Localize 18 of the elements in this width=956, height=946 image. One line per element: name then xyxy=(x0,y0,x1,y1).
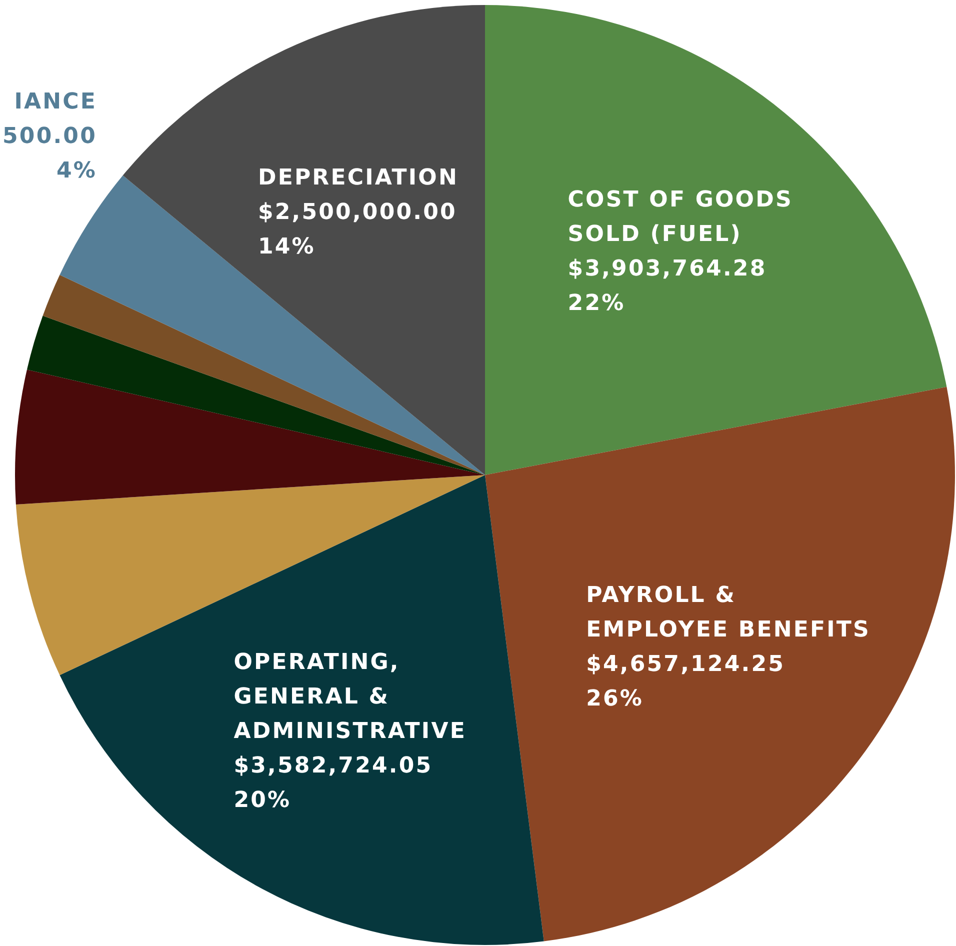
data-label: $4,657,124.25 26% xyxy=(586,652,786,712)
slice-label: COST OF GOODS SOLD (FUEL) xyxy=(568,187,793,247)
slice-label: PAYROLL & EMPLOYEE BENEFITS xyxy=(586,583,870,643)
slice-label: DEPRECIATION xyxy=(258,166,459,191)
pie-slice xyxy=(60,475,544,945)
data-label: $3,903,764.28 22% xyxy=(568,256,767,316)
pie-slice xyxy=(485,386,954,942)
pie-slice xyxy=(122,5,485,475)
data-label: 500.00 4% xyxy=(2,124,97,184)
pie-slice xyxy=(16,475,485,676)
pie-slice xyxy=(485,5,947,475)
slice-label: OPERATING, GENERAL & ADMINISTRATIVE xyxy=(234,650,466,744)
slice-label: IANCE xyxy=(14,90,97,115)
pie-slice xyxy=(26,316,485,475)
data-label: $3,582,724.05 20% xyxy=(234,754,433,814)
pie-slice xyxy=(42,274,485,475)
pie-slice xyxy=(15,370,485,505)
data-label: $2,500,000.00 14% xyxy=(258,200,457,260)
